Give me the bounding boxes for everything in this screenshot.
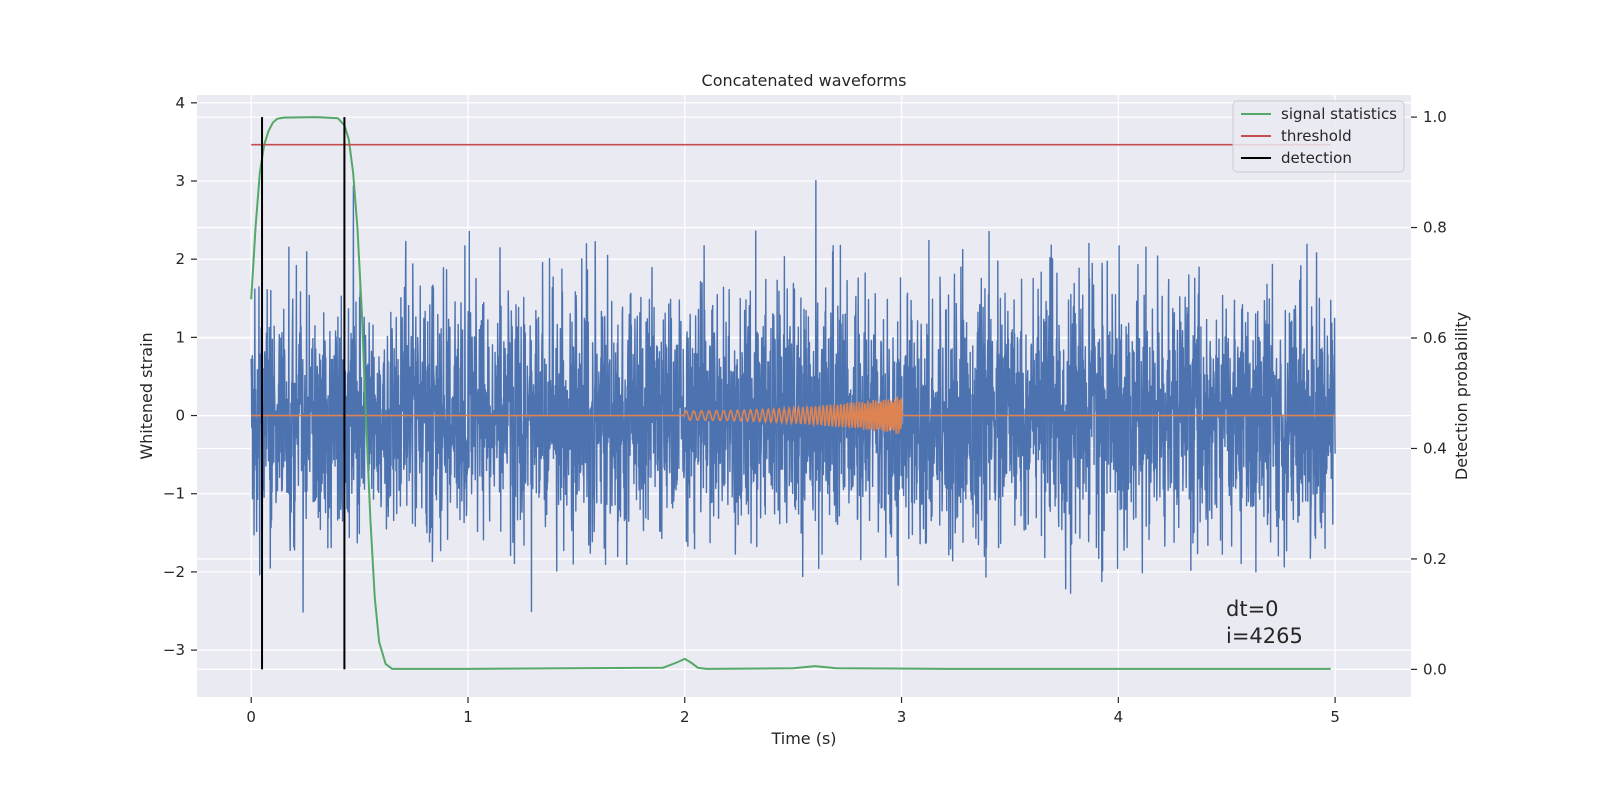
y-tick-label: −1 bbox=[163, 485, 185, 503]
y-axis-label: Whitened strain bbox=[137, 332, 156, 459]
y2-axis-ticks: 0.0 0.2 0.4 0.6 0.8 1.0 bbox=[1411, 108, 1447, 678]
y-axis-ticks: −3 −2 −1 0 1 2 3 4 bbox=[163, 94, 197, 659]
y2-tick-label: 0.4 bbox=[1423, 439, 1447, 457]
y-tick-label: 0 bbox=[175, 407, 185, 425]
legend-box bbox=[1232, 100, 1405, 173]
y-tick-label: −2 bbox=[163, 563, 185, 581]
x-tick-label: 1 bbox=[463, 708, 473, 726]
y-tick-label: −3 bbox=[163, 641, 185, 659]
y2-tick-label: 0.8 bbox=[1423, 219, 1447, 237]
annotation-index: i=4265 bbox=[1226, 624, 1303, 648]
signal-statistics-series bbox=[250, 116, 1331, 670]
x-tick-label: 4 bbox=[1114, 708, 1124, 726]
strain-series bbox=[250, 179, 1336, 613]
x-tick-label: 2 bbox=[680, 708, 690, 726]
legend-label-signal-statistics: signal statistics bbox=[1281, 105, 1397, 123]
y2-axis-label: Detection probability bbox=[1452, 312, 1471, 480]
x-tick-label: 3 bbox=[897, 708, 907, 726]
y2-tick-label: 0.6 bbox=[1423, 329, 1447, 347]
strain-line bbox=[250, 179, 1336, 613]
legend-label-threshold: threshold bbox=[1281, 127, 1352, 145]
y-tick-label: 1 bbox=[175, 328, 185, 346]
annotation-dt: dt=0 bbox=[1226, 597, 1279, 621]
detection-series bbox=[261, 117, 346, 670]
chart-title: Concatenated waveforms bbox=[702, 71, 907, 90]
injection-line bbox=[251, 396, 1336, 434]
y-tick-label: 2 bbox=[175, 250, 185, 268]
x-axis-ticks: 0 1 2 3 4 5 bbox=[246, 697, 1340, 726]
signal-statistics-line bbox=[250, 116, 1331, 670]
y-tick-label: 4 bbox=[175, 94, 185, 112]
legend: signal statistics threshold detection bbox=[1232, 100, 1405, 173]
x-axis-label: Time (s) bbox=[770, 729, 836, 748]
y-tick-label: 3 bbox=[175, 172, 185, 190]
y2-tick-label: 0.0 bbox=[1423, 660, 1447, 678]
x-tick-label: 5 bbox=[1330, 708, 1340, 726]
x-tick-label: 0 bbox=[246, 708, 256, 726]
y2-tick-label: 1.0 bbox=[1423, 108, 1447, 126]
injection-series bbox=[251, 396, 1336, 434]
legend-label-detection: detection bbox=[1281, 149, 1352, 167]
y2-tick-label: 0.2 bbox=[1423, 550, 1447, 568]
